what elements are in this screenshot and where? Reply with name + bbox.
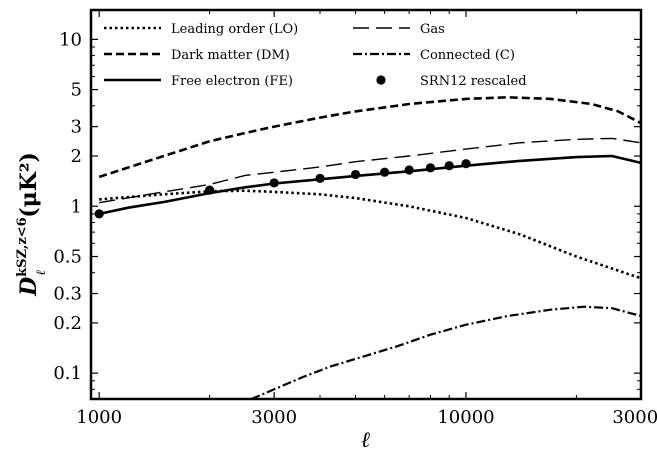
srn12-point: [425, 163, 436, 173]
y-tick-label: 10: [59, 29, 82, 50]
series-line-dotted: [99, 189, 641, 280]
legend-label: Free electron (FE): [171, 74, 293, 89]
legend-label: Gas: [420, 22, 445, 37]
series-line-solid: [98, 154, 641, 216]
legend-label: Dark matter (DM): [171, 48, 290, 63]
x-tick-label: 10000: [437, 407, 494, 428]
y-label-main: D: [16, 277, 42, 297]
y-axis-label: DkSZ,z<6 ℓ (μK²): [15, 152, 49, 297]
legend-label: SRN12 rescaled: [420, 74, 527, 89]
srn12-point: [350, 169, 361, 180]
legend-label: Connected (C): [420, 48, 515, 63]
srn12-point: [204, 185, 215, 195]
y-tick-label: 0.3: [53, 284, 82, 305]
srn12-point: [315, 173, 325, 183]
svg-text:DkSZ,z<6ℓ(μK²): DkSZ,z<6 ℓ (μK²): [15, 152, 49, 297]
y-tick-label: 0.1: [53, 363, 82, 384]
y-tick-label: 0.2: [53, 313, 82, 334]
srn12-point: [269, 178, 279, 188]
y-label-unit: (μK²): [16, 152, 42, 218]
y-tick-label: 1: [71, 196, 82, 217]
y-tick-label: 2: [71, 146, 82, 167]
x-tick-label: 3000: [251, 407, 297, 428]
series-line-longdash: [99, 137, 641, 204]
plot-frame: [89, 8, 643, 401]
y-tick-label: 3: [71, 117, 82, 138]
srn12-point: [461, 159, 471, 169]
legend-marker-points: [376, 75, 386, 85]
series-line-dashed: [98, 96, 641, 179]
x-tick-label: 1000: [76, 407, 122, 428]
series-layer: [94, 96, 641, 399]
y-tick-label: 0.5: [53, 247, 82, 268]
y-tick-label: 5: [71, 80, 82, 101]
srn12-point: [380, 167, 390, 177]
y-label-sup: kSZ,z<6: [15, 217, 30, 277]
srn12-point: [94, 209, 104, 219]
x-axis-label: ℓ: [361, 427, 370, 453]
srn12-point: [404, 165, 414, 175]
legend: Leading order (LO) Dark matter (DM) Free e…: [104, 22, 527, 89]
y-label-sub: ℓ: [34, 270, 49, 276]
series-line-dashdot: [250, 305, 641, 399]
srn12-point: [444, 161, 454, 171]
legend-label: Leading order (LO): [171, 22, 298, 37]
